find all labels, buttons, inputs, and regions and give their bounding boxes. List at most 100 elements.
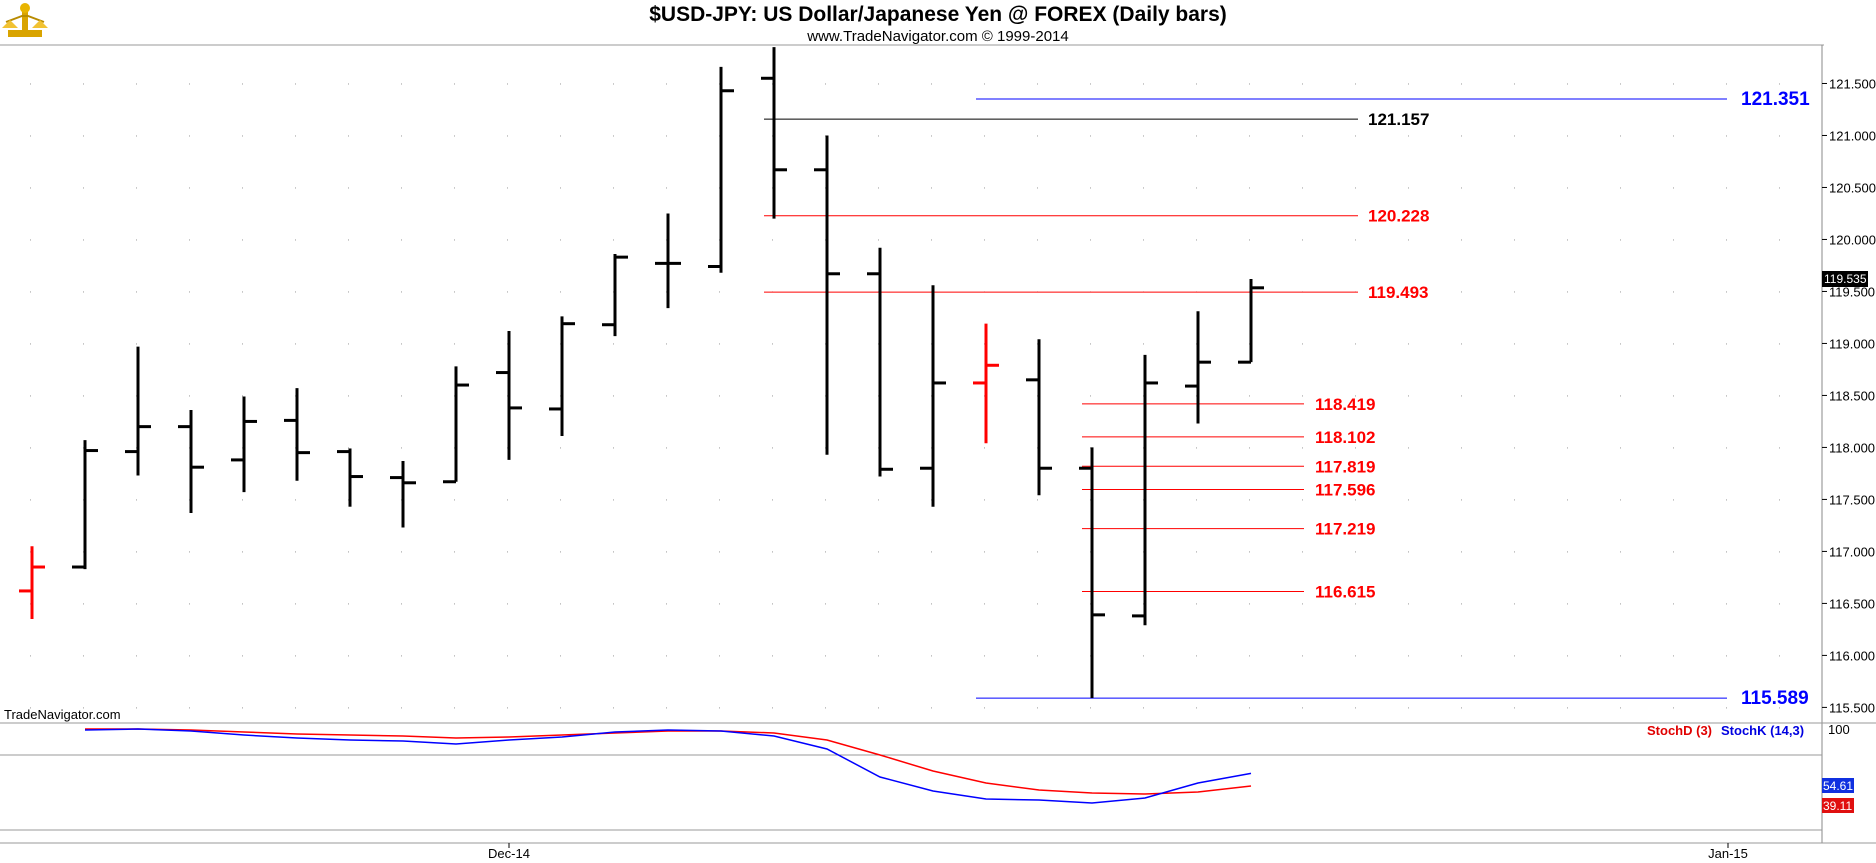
grid-dot (136, 187, 137, 189)
grid-dot (878, 603, 879, 605)
grid-dot (507, 135, 508, 137)
grid-dot (1143, 83, 1144, 85)
grid-dot (295, 291, 296, 293)
grid-dot (984, 707, 985, 709)
grid-dot (772, 395, 773, 397)
grid-dot (401, 343, 402, 345)
grid-dot (613, 343, 614, 345)
grid-dot (1673, 187, 1674, 189)
grid-dot (1567, 655, 1568, 657)
grid-dot (1090, 343, 1091, 345)
grid-dot (1567, 551, 1568, 553)
grid-dot (507, 83, 508, 85)
grid-dot (1249, 83, 1250, 85)
grid-dot (1302, 655, 1303, 657)
grid-dot (1567, 707, 1568, 709)
grid-dot (560, 135, 561, 137)
grid-dot (401, 551, 402, 553)
grid-dot (189, 707, 190, 709)
grid-dot (507, 551, 508, 553)
grid-dot (136, 603, 137, 605)
grid-dot (189, 239, 190, 241)
grid-dot (1620, 395, 1621, 397)
grid-dot (507, 707, 508, 709)
last-price-tag (1822, 271, 1868, 287)
grid-dot (348, 395, 349, 397)
grid-dot (348, 135, 349, 137)
grid-dot (1037, 239, 1038, 241)
grid-dot (83, 395, 84, 397)
grid-dot (719, 707, 720, 709)
watermark-label: TradeNavigator.com (4, 707, 121, 722)
grid-dot (1090, 239, 1091, 241)
price-tick-label: 120.500 (1829, 180, 1876, 195)
grid-dot (931, 187, 932, 189)
grid-dot (136, 499, 137, 501)
grid-dot (401, 707, 402, 709)
grid-dot (1037, 655, 1038, 657)
grid-dot (1514, 343, 1515, 345)
grid-dot (1408, 655, 1409, 657)
grid-dot (1779, 83, 1780, 85)
grid-dot (878, 135, 879, 137)
grid-dot (1249, 499, 1250, 501)
grid-dot (83, 343, 84, 345)
grid-dot (348, 187, 349, 189)
grid-dot (1673, 343, 1674, 345)
grid-dot (1779, 343, 1780, 345)
price-tick-label: 118.500 (1829, 388, 1875, 403)
grid-dot (242, 395, 243, 397)
ohlc-bars (19, 47, 1264, 699)
grid-dot (30, 499, 31, 501)
stochastic-panel (84, 728, 1252, 804)
grid-dot (1726, 343, 1727, 345)
grid-dot (295, 707, 296, 709)
grid-dot (1090, 135, 1091, 137)
grid-dot (1620, 551, 1621, 553)
grid-dot (1514, 291, 1515, 293)
grid-dot (1196, 655, 1197, 657)
grid-dot (30, 83, 31, 85)
grid-dot (348, 83, 349, 85)
grid-dot (242, 135, 243, 137)
grid-dot (1726, 655, 1727, 657)
grid-dot (560, 291, 561, 293)
grid-dot (931, 603, 932, 605)
stochk-value-tag (1822, 778, 1854, 793)
price-axis-ticks: 121.500 121.000 120.500 120.000 119.500 119.0… (1822, 76, 1876, 715)
grid-dot (1355, 83, 1356, 85)
grid-dot (560, 603, 561, 605)
price-tick-label: 118.000 (1829, 440, 1875, 455)
grid-dot (1196, 239, 1197, 241)
grid-dot (1090, 187, 1091, 189)
grid-dot (1726, 395, 1727, 397)
grid-dot (1461, 239, 1462, 241)
grid-dot (1461, 395, 1462, 397)
grid-dot (1673, 239, 1674, 241)
grid-dot (1355, 343, 1356, 345)
level-label: 118.419 (1315, 395, 1376, 414)
grid-dot (136, 83, 137, 85)
grid-dot (1461, 603, 1462, 605)
grid-dot (136, 343, 137, 345)
grid-dot (772, 603, 773, 605)
grid-dot (719, 343, 720, 345)
grid-dot (454, 551, 455, 553)
grid-dot (666, 395, 667, 397)
grid-dot (984, 499, 985, 501)
grid-dot (1302, 551, 1303, 553)
grid-dot (1302, 603, 1303, 605)
grid-dot (454, 655, 455, 657)
grid-dot (507, 655, 508, 657)
grid-dot (454, 499, 455, 501)
grid-dot (136, 707, 137, 709)
price-tick-label: 115.500 (1829, 700, 1875, 715)
grid-dot (772, 551, 773, 553)
grid-dot (1037, 499, 1038, 501)
grid-dot (984, 655, 985, 657)
price-tick-label: 119.500 (1829, 284, 1875, 299)
grid-dot (719, 291, 720, 293)
grid-dot (1196, 551, 1197, 553)
grid-dot (1143, 707, 1144, 709)
grid-dot (242, 291, 243, 293)
